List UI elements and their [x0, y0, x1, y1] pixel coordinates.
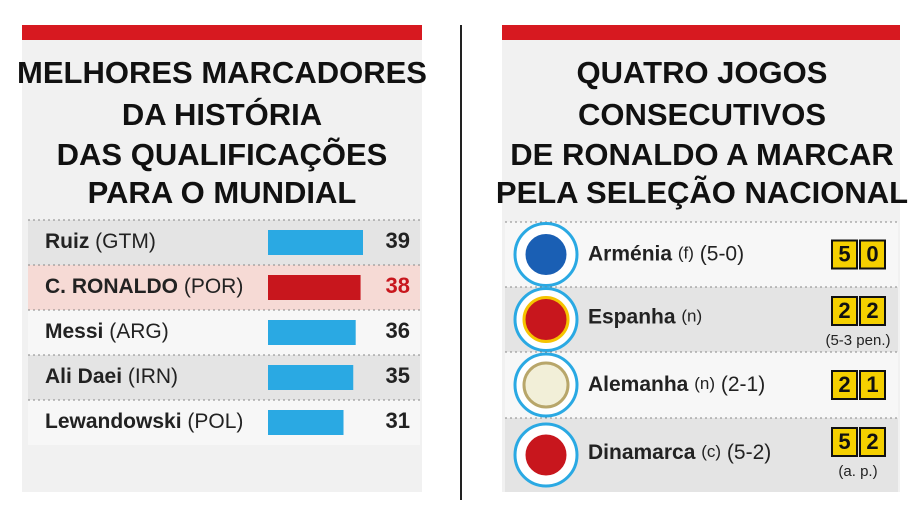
player-country: (POL): [187, 410, 243, 433]
player-label: Messi (ARG): [45, 320, 169, 343]
bar: [268, 275, 361, 300]
score-box: [859, 296, 886, 326]
team-label: Dinamarca (c) (5-2): [588, 441, 771, 464]
title-line: DA HISTÓRIA: [122, 96, 322, 132]
player-country: (GTM): [95, 230, 156, 253]
score: 2: [838, 372, 850, 397]
team-name: Arménia: [588, 242, 672, 265]
top-bar: [502, 25, 900, 40]
score-note: (5-3 pen.): [825, 332, 890, 349]
title-line: PARA O MUNDIAL: [88, 175, 357, 210]
score: 5: [838, 241, 850, 266]
team-logo-inner: [522, 361, 570, 409]
score: 0: [866, 241, 878, 266]
team-label: Alemanha (n) (2-1): [588, 373, 765, 396]
score-box: [831, 370, 858, 400]
team-label: Arménia (f) (5-0): [588, 242, 744, 265]
title-line: QUATRO JOGOS: [577, 55, 828, 90]
player-name: Messi: [45, 320, 103, 343]
player-country: (IRN): [128, 365, 178, 388]
player-label: Lewandowski (POL): [45, 410, 243, 433]
row-bg: [28, 355, 420, 400]
title-line: DE RONALDO A MARCAR: [510, 137, 893, 172]
player-name: Ali Daei: [45, 365, 122, 388]
value-label: 39: [386, 228, 410, 253]
team-name: Dinamarca: [588, 441, 696, 464]
team-name: Alemanha: [588, 373, 689, 396]
value-label: 31: [386, 408, 410, 433]
value-label: 36: [386, 318, 410, 343]
player-label: Ruiz (GTM): [45, 230, 156, 253]
score: 1: [866, 372, 878, 397]
value-label: 38: [386, 273, 410, 298]
score: 2: [838, 298, 850, 323]
score-note: (a. p.): [838, 463, 877, 480]
team-logo-inner: [522, 296, 570, 343]
player-name: C. RONALDO: [45, 275, 178, 298]
player-country: (POR): [184, 275, 244, 298]
top-bar: [22, 25, 422, 40]
result: (5-2): [727, 441, 771, 464]
bar: [268, 230, 363, 255]
result: (2-1): [721, 373, 765, 396]
player-label: Ali Daei (IRN): [45, 365, 178, 388]
player-name: Ruiz: [45, 230, 89, 253]
player-country: (ARG): [109, 320, 169, 343]
bar: [268, 410, 344, 435]
score-box: [859, 370, 886, 400]
team-logo-inner: [522, 231, 570, 278]
team-logo-inner: [522, 431, 570, 479]
score: 2: [866, 429, 878, 454]
row-bg: [28, 400, 420, 445]
team-label: Espanha (n): [588, 305, 702, 328]
bar: [268, 320, 356, 345]
score-box: [859, 427, 886, 457]
score-box: [831, 239, 858, 270]
title-line: MELHORES MARCADORES: [17, 55, 427, 90]
score: 2: [866, 298, 878, 323]
venue: (n): [681, 307, 702, 326]
title-line: DAS QUALIFICAÇÕES: [57, 136, 388, 172]
score-box: [831, 296, 858, 326]
title-line: PELA SELEÇÃO NACIONAL: [496, 175, 908, 210]
score-box: [859, 239, 886, 270]
venue: (c): [701, 442, 721, 461]
score: 5: [838, 429, 850, 454]
bar: [268, 365, 354, 390]
player-name: Lewandowski: [45, 410, 182, 433]
player-label: C. RONALDO (POR): [45, 275, 243, 298]
venue: (n): [694, 374, 715, 393]
score-box: [831, 427, 858, 457]
venue: (f): [678, 244, 694, 263]
team-name: Espanha: [588, 305, 676, 328]
value-label: 35: [386, 363, 410, 388]
result: (5-0): [700, 242, 744, 265]
title-line: CONSECUTIVOS: [578, 97, 826, 132]
